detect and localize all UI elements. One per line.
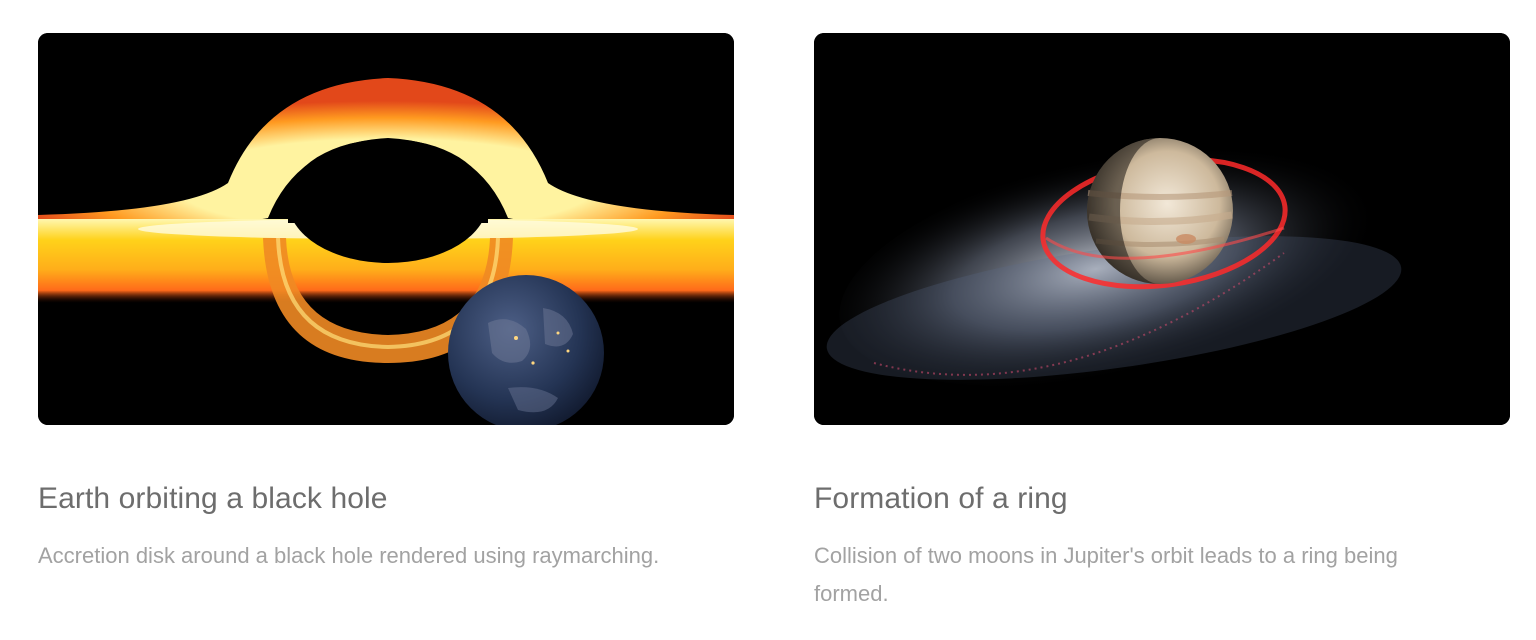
card-description: Collision of two moons in Jupiter's orbi… (814, 543, 1398, 606)
project-card-black-hole[interactable]: Earth orbiting a black hole Accretion di… (38, 33, 734, 575)
card-description: Accretion disk around a black hole rende… (38, 543, 660, 568)
project-card-ring-formation[interactable]: Formation of a ring Collision of two moo… (814, 33, 1510, 613)
card-title[interactable]: Formation of a ring (814, 482, 1068, 515)
jupiter-ring-image[interactable] (814, 33, 1510, 425)
card-title[interactable]: Earth orbiting a black hole (38, 482, 388, 515)
black-hole-image[interactable] (38, 33, 734, 425)
